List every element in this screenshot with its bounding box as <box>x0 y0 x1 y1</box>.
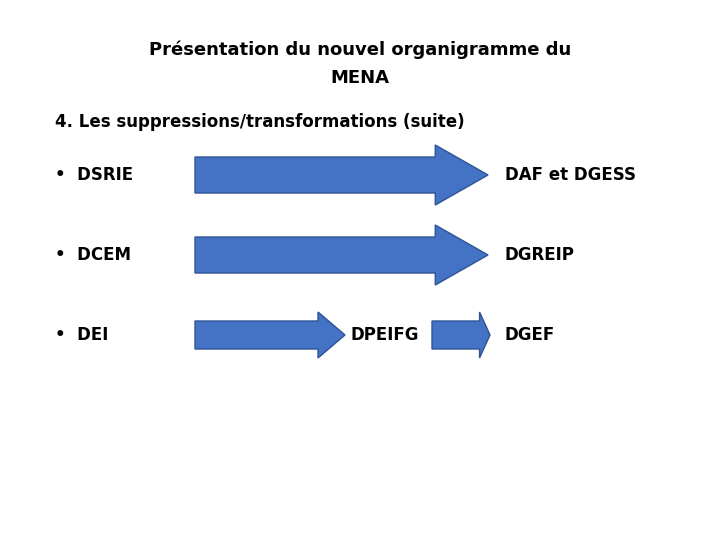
Text: •  DEI: • DEI <box>55 326 109 344</box>
Text: •  DCEM: • DCEM <box>55 246 131 264</box>
Text: MENA: MENA <box>330 69 390 87</box>
Text: 4. Les suppressions/transformations (suite): 4. Les suppressions/transformations (sui… <box>55 113 464 131</box>
Polygon shape <box>195 312 345 358</box>
Polygon shape <box>195 225 488 285</box>
Polygon shape <box>432 312 490 358</box>
Text: DGEF: DGEF <box>505 326 555 344</box>
Text: •  DSRIE: • DSRIE <box>55 166 133 184</box>
Text: Présentation du nouvel organigramme du: Présentation du nouvel organigramme du <box>149 40 571 59</box>
Text: DPEIFG: DPEIFG <box>350 326 418 344</box>
Polygon shape <box>195 145 488 205</box>
Text: DAF et DGESS: DAF et DGESS <box>505 166 636 184</box>
Text: DGREIP: DGREIP <box>505 246 575 264</box>
